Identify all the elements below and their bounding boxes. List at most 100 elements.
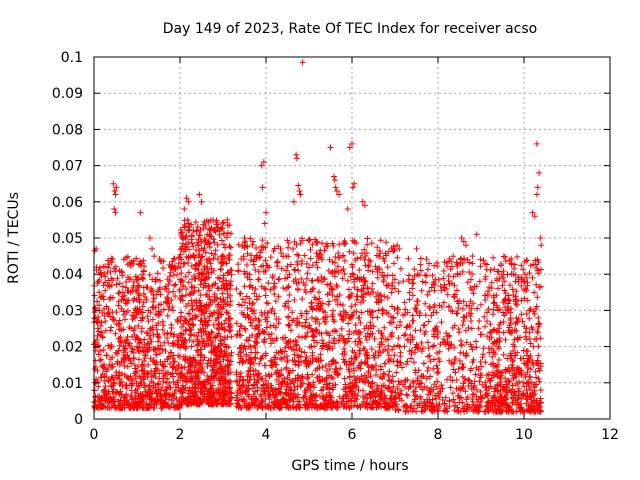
data-point [445, 345, 452, 352]
data-point [248, 396, 255, 403]
data-point [207, 388, 214, 395]
data-point [527, 262, 534, 269]
data-point [509, 362, 516, 369]
data-point [223, 285, 230, 292]
data-point [167, 349, 174, 356]
data-point [394, 254, 401, 261]
data-point [128, 344, 135, 351]
data-point [360, 387, 367, 394]
data-point [436, 393, 443, 400]
data-point [377, 292, 384, 299]
data-point [184, 373, 191, 380]
data-point [537, 395, 544, 402]
data-point [253, 339, 260, 346]
data-point [510, 341, 517, 348]
data-point [205, 283, 212, 290]
data-point [513, 297, 520, 304]
data-point [491, 266, 498, 273]
data-point [225, 320, 232, 327]
data-point [323, 384, 330, 391]
data-point [490, 347, 497, 354]
data-point [389, 272, 396, 279]
data-point [349, 184, 356, 191]
data-point [385, 342, 392, 349]
data-point [122, 345, 129, 352]
data-point [226, 400, 233, 407]
data-point [441, 284, 448, 291]
data-point [378, 391, 385, 398]
data-point [191, 272, 198, 279]
data-point [152, 276, 159, 283]
data-point [350, 250, 357, 257]
data-point [495, 345, 502, 352]
data-point [198, 271, 205, 278]
data-point [517, 408, 524, 415]
ticks: 0 2 4 6 8 10 1200.010.020.030.040.050.060.070.… [52, 50, 619, 443]
data-point [145, 371, 152, 378]
data-point [329, 375, 336, 382]
data-point [500, 329, 507, 336]
data-point [495, 356, 502, 363]
data-point [134, 390, 141, 397]
data-point [385, 372, 392, 379]
data-point [224, 229, 231, 236]
data-point [526, 270, 533, 277]
data-point [522, 285, 529, 292]
data-point [452, 356, 459, 363]
data-point [211, 377, 218, 384]
data-point [146, 235, 153, 241]
data-point [413, 408, 420, 415]
data-point [397, 265, 404, 272]
data-point [523, 325, 530, 332]
data-point [520, 390, 527, 397]
data-point [462, 352, 469, 359]
data-point [108, 374, 115, 381]
data-point [481, 313, 488, 320]
data-point [159, 326, 166, 333]
data-point [236, 381, 243, 388]
data-point [318, 303, 325, 310]
data-point [265, 280, 272, 287]
data-point [275, 390, 282, 397]
data-point [378, 403, 385, 410]
data-point [148, 285, 155, 292]
data-point [402, 331, 409, 338]
data-point [335, 269, 342, 276]
data-point [113, 281, 120, 288]
data-point [329, 286, 336, 293]
data-point [453, 259, 460, 266]
data-point [527, 366, 534, 373]
data-point [484, 288, 491, 295]
data-point [406, 289, 413, 296]
data-point [181, 340, 188, 347]
data-point [424, 266, 431, 273]
data-point [381, 258, 388, 265]
data-point [537, 386, 544, 393]
data-point [145, 340, 152, 347]
data-point [502, 368, 509, 375]
data-point [214, 274, 221, 281]
data-point [248, 402, 255, 409]
data-point [182, 273, 189, 280]
data-point [214, 256, 221, 263]
data-point [448, 361, 455, 368]
data-point [114, 351, 121, 358]
data-point [250, 258, 257, 265]
data-point [349, 237, 356, 244]
data-point [138, 309, 145, 316]
data-point [165, 289, 172, 296]
data-point [437, 388, 444, 395]
data-point [522, 393, 529, 400]
data-point [208, 250, 215, 257]
data-point [260, 158, 267, 165]
data-point [198, 317, 205, 324]
data-point [244, 243, 251, 250]
data-point [431, 262, 438, 269]
data-point [364, 354, 371, 361]
data-point [236, 359, 243, 366]
data-point [285, 283, 292, 290]
data-point [408, 402, 415, 409]
y-tick-label: 0.06 [52, 195, 83, 211]
data-point [524, 282, 531, 289]
data-point [102, 279, 109, 286]
